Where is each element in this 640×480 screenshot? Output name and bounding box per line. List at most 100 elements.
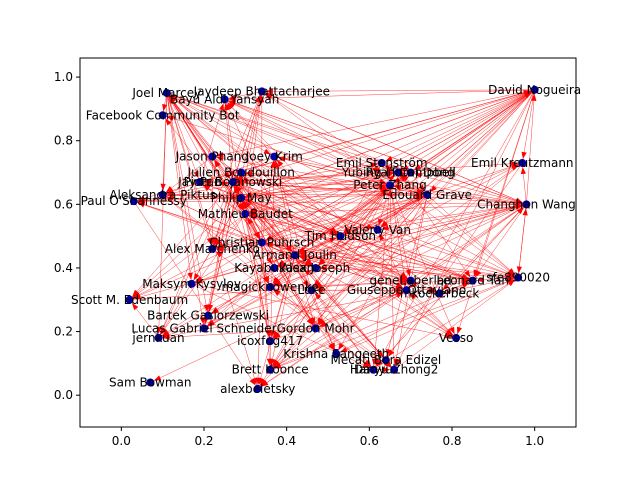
edge-arrowhead [278,156,286,162]
y-tick-label: 0.6 [54,197,73,211]
edge-arrowhead [339,347,348,353]
edge-arrowhead [228,94,236,100]
edge [245,204,527,215]
edge-arrowhead [523,90,531,96]
edge [133,200,296,256]
node-point [423,190,432,199]
edge-arrowhead [388,175,396,182]
node-point [522,200,531,209]
edge [261,89,535,92]
y-tick-label: 0.0 [54,388,73,402]
edge [373,89,535,370]
edge [315,89,535,329]
edge [166,92,428,195]
edge [241,172,519,278]
edge [315,290,407,329]
edge [373,204,527,370]
edge [398,172,473,281]
edge-arrowhead [137,195,146,201]
node-label: Emil Stenström [336,156,428,170]
edge [162,156,275,195]
edge [274,156,428,196]
edge [207,172,242,316]
edge-arrowhead [255,95,261,103]
edge [294,255,407,291]
edge [373,185,391,370]
edge [406,204,527,291]
edge-arrowhead [208,304,214,312]
edge-arrowhead [393,184,402,190]
edge-arrowhead [273,332,281,339]
node-label: Jaydeep Bhattacharjee [193,84,330,98]
edge-arrowhead [193,273,200,281]
edge-arrowhead [371,358,378,366]
node-point [390,365,399,374]
edge-arrowhead [428,286,436,292]
node-point [406,276,415,285]
edge-arrowhead [203,304,209,312]
node-point [386,181,394,190]
node-point [311,263,320,272]
edge-arrowhead [378,178,387,184]
edge-arrowhead [304,269,313,276]
edge-arrowhead [214,159,221,168]
edge-arrowhead [507,279,515,287]
edge-arrowhead [259,378,266,386]
edge-arrowhead [132,291,140,298]
edge [406,290,457,339]
node-label: Facebook Community Bot [86,108,240,122]
edge [245,213,411,281]
edge-arrowhead [249,378,256,386]
edge [472,89,535,281]
node-point [162,88,171,97]
node-point [241,209,250,218]
edge-arrowhead [476,277,484,283]
node-point [208,244,217,253]
edge [133,162,382,202]
edge [274,156,312,291]
edge-arrowhead [273,289,281,296]
edge [158,213,246,339]
edge-arrowhead [383,367,391,373]
node-label: Emil Kreutzmann [471,156,574,170]
edge [315,280,411,329]
edge [336,277,519,355]
edge-arrowhead [170,95,178,102]
node-label: Joey Krim [245,150,303,164]
edge-arrowhead [229,170,235,179]
node-label: Alex Joseph [281,261,350,275]
node-label: Giuseppe Ottaviano [347,283,466,297]
node-label: Changhan Wang [477,197,576,211]
edge [232,89,535,183]
edge [269,162,523,370]
node-label: Luke [297,283,325,297]
node-label: Peter Zhang [353,178,426,192]
edge [241,197,341,237]
edge-arrowhead [430,185,437,192]
edge [162,181,233,196]
edge-arrowhead [456,326,462,335]
edge [315,89,535,269]
edge [166,92,374,370]
edge-arrowhead [219,103,224,111]
edge [257,185,391,389]
edge-arrowhead [235,185,243,193]
edge-arrowhead [265,329,271,338]
edge-arrowhead [376,359,383,367]
edge-arrowhead [319,321,327,327]
node-label: Mecati Bora Edizel [330,353,441,367]
edge [389,185,395,370]
edge [166,92,271,288]
node-point [406,168,415,177]
edge-arrowhead [376,350,384,358]
x-tick-label: 0.4 [277,434,296,448]
edge-arrowhead [414,172,422,178]
edge [427,89,535,195]
edge [270,277,519,370]
edge-arrowhead [522,208,528,216]
edge-arrowhead [399,278,407,285]
edge-arrowhead [511,161,519,167]
node-label: icoxfog417 [237,334,303,348]
edge [212,89,535,157]
node-label: Paul O'Shannessy [81,194,187,208]
